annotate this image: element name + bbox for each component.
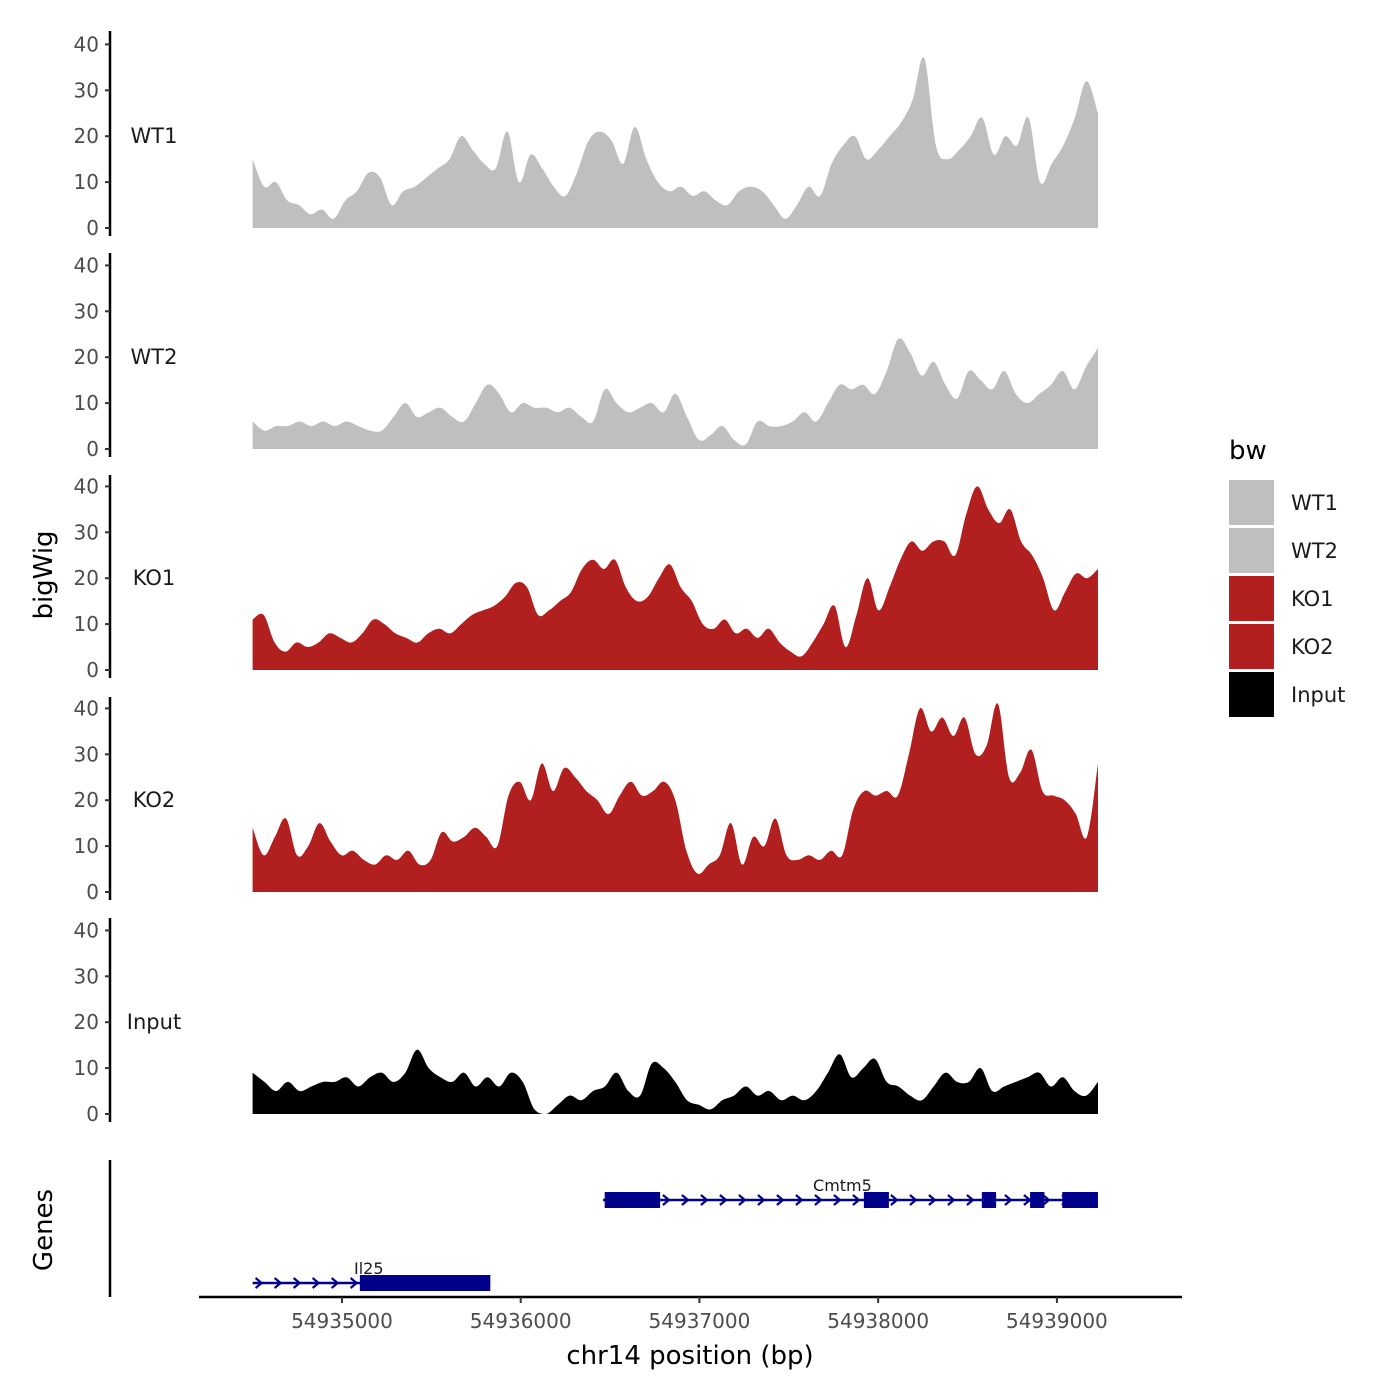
- x-tick-label: 54935000: [291, 1309, 393, 1333]
- y-tick-label: 20: [74, 124, 99, 148]
- strand-arrow-icon: [719, 1194, 728, 1206]
- strand-arrow-icon: [738, 1194, 747, 1206]
- gene-cmtm5: Cmtm5: [602, 1176, 1098, 1208]
- gene-exon: [863, 1192, 889, 1208]
- y-tick-label: 20: [74, 345, 99, 369]
- gene-track: Cmtm5 Il25: [108, 1160, 1098, 1297]
- x-tick-label: 54936000: [470, 1309, 572, 1333]
- legend-swatch-wt2: [1229, 528, 1274, 573]
- strand-arrow-icon: [330, 1277, 340, 1289]
- strand-arrow-icon: [966, 1194, 975, 1206]
- strand-arrow-icon: [1042, 1194, 1051, 1206]
- strand-arrow-icon: [852, 1194, 861, 1206]
- y-tick-label: 40: [74, 474, 99, 498]
- coverage-tracks: 0 10 20 30 40 WT1 0 10 20 30 40 WT2 0 10 20 30 40 KO1 0 10 2…: [74, 31, 1099, 1126]
- coverage-area-ko1: [252, 486, 1099, 670]
- y-tick-label: 10: [74, 834, 99, 858]
- y-tick-label: 10: [74, 612, 99, 636]
- y-tick-label: 10: [74, 391, 99, 415]
- strand-arrow-icon: [833, 1194, 842, 1206]
- track-label: Input: [127, 1010, 181, 1034]
- y-tick-label: 0: [86, 216, 99, 240]
- legend-swatch-input: [1229, 672, 1274, 717]
- strand-arrow-icon: [273, 1277, 283, 1289]
- track-wt2: 0 10 20 30 40 WT2: [74, 253, 1099, 461]
- y-tick-label: 30: [74, 78, 99, 102]
- gene-label: Cmtm5: [813, 1176, 872, 1195]
- coverage-area-wt2: [252, 338, 1099, 449]
- gene-il25: Il25: [252, 1259, 491, 1291]
- y-tick-label: 20: [74, 566, 99, 590]
- legend-swatch-ko1: [1229, 576, 1274, 621]
- legend-label: WT2: [1291, 539, 1338, 563]
- genes-axis-title: Genes: [29, 1189, 59, 1271]
- y-tick-label: 10: [74, 1056, 99, 1080]
- x-tick-label: 54938000: [827, 1309, 929, 1333]
- y-tick-label: 30: [74, 964, 99, 988]
- legend-swatch-ko2: [1229, 624, 1274, 669]
- strand-arrow-icon: [1023, 1194, 1032, 1206]
- y-tick-label: 10: [74, 170, 99, 194]
- strand-arrow-icon: [814, 1194, 823, 1206]
- strand-arrow-icon: [681, 1194, 690, 1206]
- gene-exon: [981, 1192, 997, 1208]
- y-tick-label: 0: [86, 880, 99, 904]
- legend: bw WT1 WT2 KO1 KO2 Input: [1229, 436, 1345, 717]
- y-tick-label: 40: [74, 696, 99, 720]
- gene-exon: [359, 1275, 491, 1291]
- track-label: WT1: [131, 124, 178, 148]
- y-tick-label: 20: [74, 1010, 99, 1034]
- legend-label: KO1: [1291, 587, 1334, 611]
- track-input: 0 10 20 30 40 Input: [74, 918, 1099, 1126]
- track-ko1: 0 10 20 30 40 KO1: [74, 474, 1099, 682]
- strand-arrow-icon: [947, 1194, 956, 1206]
- legend-label: WT1: [1291, 491, 1338, 515]
- track-label: KO1: [133, 566, 176, 590]
- gene-exon: [604, 1192, 661, 1208]
- y-tick-label: 30: [74, 299, 99, 323]
- x-axis-title: chr14 position (bp): [566, 1341, 813, 1371]
- coverage-area-wt1: [252, 57, 1099, 228]
- strand-arrow-icon: [795, 1194, 804, 1206]
- strand-arrow-icon: [909, 1194, 918, 1206]
- y-tick-label: 40: [74, 918, 99, 942]
- strand-arrow-icon: [700, 1194, 709, 1206]
- gene-exon: [1062, 1192, 1098, 1208]
- y-tick-label: 30: [74, 742, 99, 766]
- strand-arrow-icon: [757, 1194, 766, 1206]
- legend-label: KO2: [1291, 635, 1334, 659]
- strand-arrow-icon: [349, 1277, 359, 1289]
- gene-label: Il25: [354, 1259, 384, 1278]
- track-label: WT2: [131, 345, 178, 369]
- legend-label: Input: [1291, 683, 1345, 707]
- x-tick-label: 54939000: [1006, 1309, 1108, 1333]
- y-tick-label: 0: [86, 437, 99, 461]
- legend-title: bw: [1229, 436, 1267, 466]
- x-tick-label: 54937000: [649, 1309, 751, 1333]
- y-tick-label: 20: [74, 788, 99, 812]
- coverage-area-ko2: [252, 703, 1099, 892]
- strand-arrow-icon: [662, 1194, 671, 1206]
- legend-swatch-wt1: [1229, 480, 1274, 525]
- y-tick-label: 40: [74, 253, 99, 277]
- strand-arrow-icon: [311, 1277, 321, 1289]
- y-axis-title: bigWig: [29, 530, 59, 619]
- track-label: KO2: [133, 788, 176, 812]
- y-tick-label: 40: [74, 32, 99, 56]
- y-tick-label: 0: [86, 1102, 99, 1126]
- y-tick-label: 30: [74, 520, 99, 544]
- x-axis: 54935000 54936000 54937000 54938000 54939000: [199, 1295, 1182, 1333]
- y-tick-label: 0: [86, 658, 99, 682]
- strand-arrow-icon: [1004, 1194, 1013, 1206]
- track-ko2: 0 10 20 30 40 KO2: [74, 696, 1099, 904]
- strand-arrow-icon: [776, 1194, 785, 1206]
- strand-arrow-icon: [890, 1194, 899, 1206]
- strand-arrow-icon: [928, 1194, 937, 1206]
- strand-arrow-icon: [292, 1277, 302, 1289]
- gene-exon: [1030, 1192, 1045, 1208]
- track-wt1: 0 10 20 30 40 WT1: [74, 31, 1099, 240]
- strand-arrow-icon: [254, 1277, 264, 1289]
- coverage-area-input: [252, 1049, 1099, 1114]
